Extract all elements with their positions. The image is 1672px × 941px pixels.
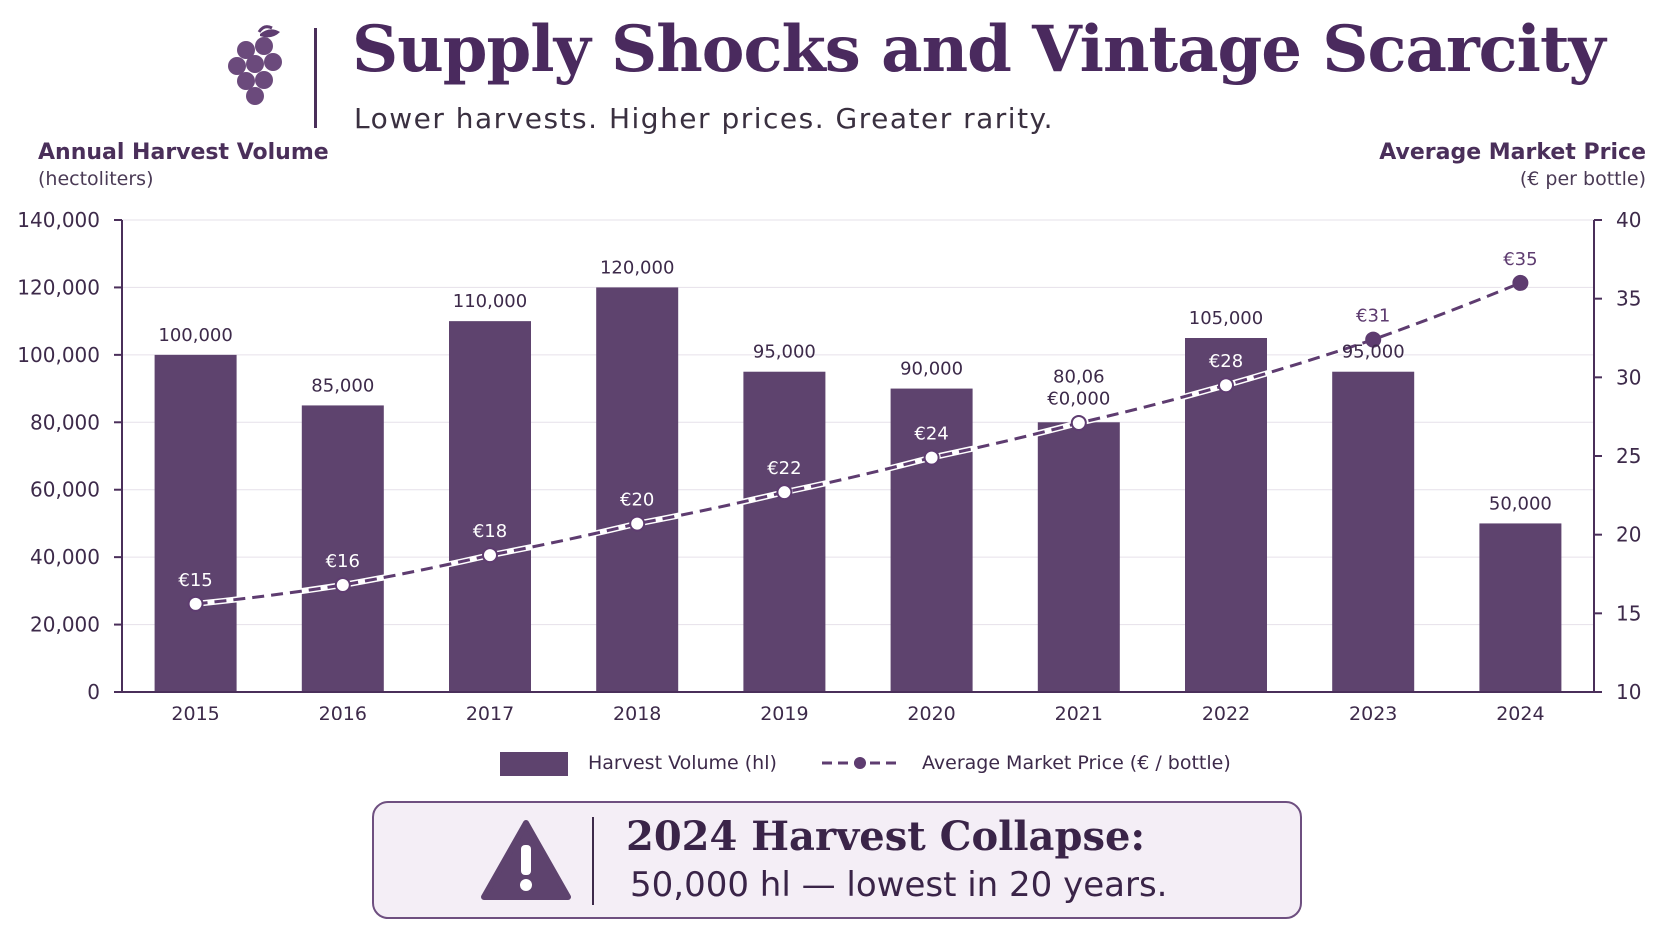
- price-point: [776, 484, 793, 501]
- x-tick-label: 2020: [907, 703, 955, 720]
- harvest-price-chart: 020,00040,00060,00080,000100,000120,0001…: [17, 208, 1641, 720]
- bar: [1185, 338, 1267, 692]
- left-tick-label: 60,000: [30, 478, 100, 502]
- right-tick-label: 25: [1616, 444, 1641, 468]
- data-labels: 100,000 85,000 110,000 120,000 95,000 90,000 8…: [158, 249, 1552, 591]
- x-tick-label: 2016: [319, 703, 367, 720]
- bar: [301, 405, 384, 692]
- price-value-label: €20: [620, 490, 654, 511]
- price-value-label: €22: [767, 458, 801, 479]
- left-tick-label: 40,000: [30, 545, 100, 569]
- bar: [1037, 422, 1120, 692]
- price-point: [1365, 331, 1382, 348]
- price-value-label: €31: [1356, 306, 1390, 327]
- price-line: [195, 281, 1521, 606]
- price-point: [923, 449, 940, 466]
- price-point: [1512, 274, 1529, 291]
- price-point: [629, 515, 646, 532]
- x-tick-label: 2018: [613, 703, 661, 720]
- bar: [743, 371, 826, 692]
- bar-value-label: 95,000: [1342, 342, 1405, 363]
- price-value-label: €35: [1503, 249, 1537, 270]
- right-axis-unit: (€ per bottle): [1519, 168, 1646, 190]
- price-point: [1070, 414, 1087, 431]
- right-tick-label: 35: [1616, 287, 1641, 311]
- legend: Harvest Volume (hl) Average Market Price…: [0, 740, 1672, 780]
- price-value-label: €16: [326, 551, 360, 572]
- left-tick-label: 0: [87, 680, 100, 704]
- callout-text: 50,000 hl — lowest in 20 years.: [630, 865, 1168, 905]
- header-divider: [314, 28, 317, 128]
- right-tick-label: 30: [1616, 365, 1641, 389]
- x-tick-label: 2017: [466, 703, 514, 720]
- x-tick-label: 2021: [1055, 703, 1103, 720]
- harvest-collapse-callout: 2024 Harvest Collapse: 50,000 hl — lowes…: [372, 801, 1302, 919]
- left-axis-unit: (hectoliters): [38, 168, 154, 190]
- bar-value-label: 100,000: [158, 325, 232, 346]
- callout-divider: [592, 817, 594, 905]
- price-point: [1218, 377, 1234, 394]
- left-tick-label: 140,000: [17, 208, 100, 232]
- bar-value-label: 90,000: [900, 359, 963, 380]
- bar-value-label: 80,06 €0,000: [1047, 366, 1110, 409]
- bar-value-label: 95,000: [753, 342, 816, 363]
- price-point: [334, 577, 351, 594]
- page-title: Supply Shocks and Vintage Scarcity: [352, 12, 1606, 87]
- bar: [1332, 371, 1415, 692]
- price-line-halo: [195, 280, 1522, 607]
- right-tick-label: 40: [1616, 208, 1641, 232]
- price-value-label: €24: [914, 424, 948, 445]
- price-line-series: [187, 274, 1529, 612]
- price-value-label: €18: [473, 521, 507, 542]
- x-tick-label: 2022: [1202, 703, 1250, 720]
- page-subtitle: Lower harvests. Higher prices. Greater r…: [354, 102, 1055, 135]
- price-point: [482, 547, 498, 564]
- right-axis-title: Average Market Price: [1379, 140, 1646, 165]
- bar-value-label: 120,000: [600, 257, 674, 278]
- left-tick-label: 20,000: [30, 613, 100, 637]
- right-tick-label: 10: [1616, 680, 1641, 704]
- header: Supply Shocks and Vintage Scarcity Lower…: [0, 0, 1672, 140]
- legend-line-swatch: [822, 757, 898, 769]
- right-tick-label: 20: [1616, 523, 1641, 547]
- left-tick-label: 120,000: [17, 275, 100, 299]
- bar-value-label: 110,000: [453, 291, 527, 312]
- price-value-label: €15: [178, 570, 212, 591]
- bar: [449, 321, 531, 692]
- bar-value-label: 50,000: [1489, 493, 1552, 514]
- left-tick-label: 80,000: [30, 410, 100, 434]
- x-tick-label: 2015: [171, 703, 219, 720]
- axes-layer: 020,00040,00060,00080,000100,000120,0001…: [17, 208, 1641, 720]
- bar: [154, 354, 237, 692]
- price-point: [187, 595, 204, 612]
- bar-value-label: 105,000: [1189, 308, 1263, 329]
- bar: [1479, 523, 1562, 692]
- x-tick-label: 2024: [1496, 703, 1544, 720]
- right-tick-label: 15: [1616, 601, 1641, 625]
- warning-icon: [481, 820, 571, 900]
- x-tick-label: 2019: [760, 703, 808, 720]
- grapes-icon: [228, 25, 282, 105]
- legend-bar-swatch: [500, 752, 568, 776]
- bar: [890, 388, 973, 692]
- bar-value-label: 85,000: [311, 375, 374, 396]
- left-axis-title: Annual Harvest Volume: [38, 140, 329, 165]
- callout-title: 2024 Harvest Collapse:: [626, 813, 1146, 860]
- x-tick-label: 2023: [1349, 703, 1397, 720]
- price-value-label: €28: [1209, 351, 1243, 372]
- bar: [596, 287, 679, 692]
- legend-bar-label: Harvest Volume (hl): [588, 752, 777, 774]
- bar-series: [154, 287, 1562, 692]
- legend-line-label: Average Market Price (€ / bottle): [922, 752, 1231, 774]
- left-tick-label: 100,000: [17, 343, 100, 367]
